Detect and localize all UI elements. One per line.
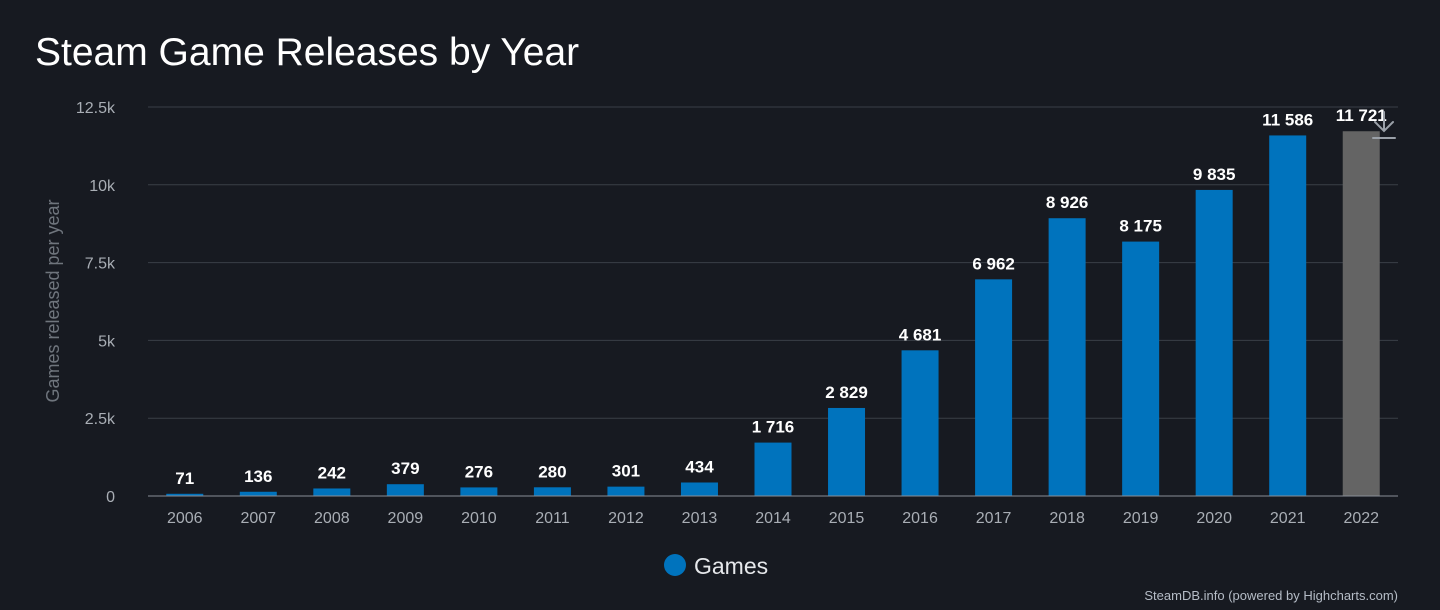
y-tick-label: 10k (89, 178, 116, 195)
data-label-2013: 434 (685, 457, 714, 476)
y-tick-label: 12.5k (76, 100, 116, 117)
data-label-2011: 280 (538, 462, 566, 481)
x-tick-label-2021: 2021 (1270, 510, 1306, 527)
x-tick-label-2011: 2011 (535, 510, 570, 527)
bar-2009[interactable] (386, 484, 424, 496)
data-label-2010: 276 (465, 462, 493, 481)
x-tick-label-2012: 2012 (608, 510, 644, 527)
chart-credit[interactable]: SteamDB.info (powered by Highcharts.com) (1144, 588, 1398, 603)
data-label-2015: 2 829 (825, 383, 868, 402)
bar-2007[interactable] (239, 491, 277, 496)
bar-2019[interactable] (1122, 241, 1160, 496)
bar-2015[interactable] (828, 407, 866, 496)
data-label-2020: 9 835 (1193, 165, 1236, 184)
bar-2008[interactable] (313, 488, 351, 496)
data-labels: 71 136 242 379 276 280 301 434 1 716 2 829 4 681 6 … (175, 106, 1386, 488)
y-tick-label: 5k (98, 333, 116, 350)
legend-label: Games (694, 553, 768, 579)
x-tick-label-2007: 2007 (240, 510, 276, 527)
x-tick-label-2016: 2016 (902, 510, 938, 527)
download-arrow-icon[interactable] (1372, 111, 1396, 139)
x-tick-label-2015: 2015 (829, 510, 865, 527)
x-tick-label-2008: 2008 (314, 510, 350, 527)
data-label-2012: 301 (612, 462, 640, 481)
y-tick-label: 2.5k (85, 411, 116, 428)
grid-lines (148, 106, 1398, 419)
bar-2006[interactable] (166, 493, 204, 496)
bar-2011[interactable] (533, 487, 571, 496)
data-label-2006: 71 (175, 469, 194, 488)
y-axis-ticks: 0 2.5k 5k 7.5k 10k 12.5k (76, 100, 116, 506)
bar-2022[interactable] (1342, 131, 1380, 496)
data-label-2007: 136 (244, 467, 272, 486)
bar-2021[interactable] (1269, 135, 1307, 497)
x-tick-label-2006: 2006 (167, 510, 203, 527)
x-tick-label-2010: 2010 (461, 510, 497, 527)
x-tick-label-2013: 2013 (682, 510, 718, 527)
x-tick-label-2020: 2020 (1196, 510, 1232, 527)
data-label-2017: 6 962 (972, 254, 1015, 273)
bar-2013[interactable] (680, 482, 718, 496)
bar-2010[interactable] (460, 487, 498, 496)
legend[interactable]: Games (664, 553, 768, 579)
bar-2014[interactable] (754, 442, 792, 496)
bar-2012[interactable] (607, 486, 645, 496)
data-label-2009: 379 (391, 459, 419, 478)
x-tick-label-2018: 2018 (1049, 510, 1085, 527)
x-tick-label-2019: 2019 (1123, 510, 1159, 527)
y-axis-label: Games released per year (43, 199, 63, 402)
data-label-2018: 8 926 (1046, 193, 1089, 212)
x-tick-label-2022: 2022 (1343, 510, 1379, 527)
data-label-2022: 11 721 (1336, 106, 1387, 125)
chart-title: Steam Game Releases by Year (35, 31, 580, 74)
bar-2018[interactable] (1048, 218, 1086, 496)
bars (166, 131, 1380, 497)
bar-2017[interactable] (975, 279, 1013, 496)
y-tick-label: 7.5k (85, 256, 116, 273)
bar-2016[interactable] (901, 350, 939, 496)
bar-2020[interactable] (1195, 189, 1233, 496)
legend-marker (664, 554, 686, 576)
x-tick-label-2009: 2009 (388, 510, 424, 527)
data-label-2019: 8 175 (1119, 217, 1162, 236)
data-label-2021: 11 586 (1262, 110, 1313, 129)
x-tick-label-2017: 2017 (976, 510, 1012, 527)
x-axis-ticks: 2006 2007 2008 2009 2010 2011 2012 2013 2014 2015… (167, 510, 1379, 527)
x-tick-label-2014: 2014 (755, 510, 791, 527)
data-label-2016: 4 681 (899, 325, 942, 344)
data-label-2014: 1 716 (752, 418, 795, 437)
data-label-2008: 242 (318, 463, 346, 482)
y-tick-label: 0 (106, 489, 115, 506)
